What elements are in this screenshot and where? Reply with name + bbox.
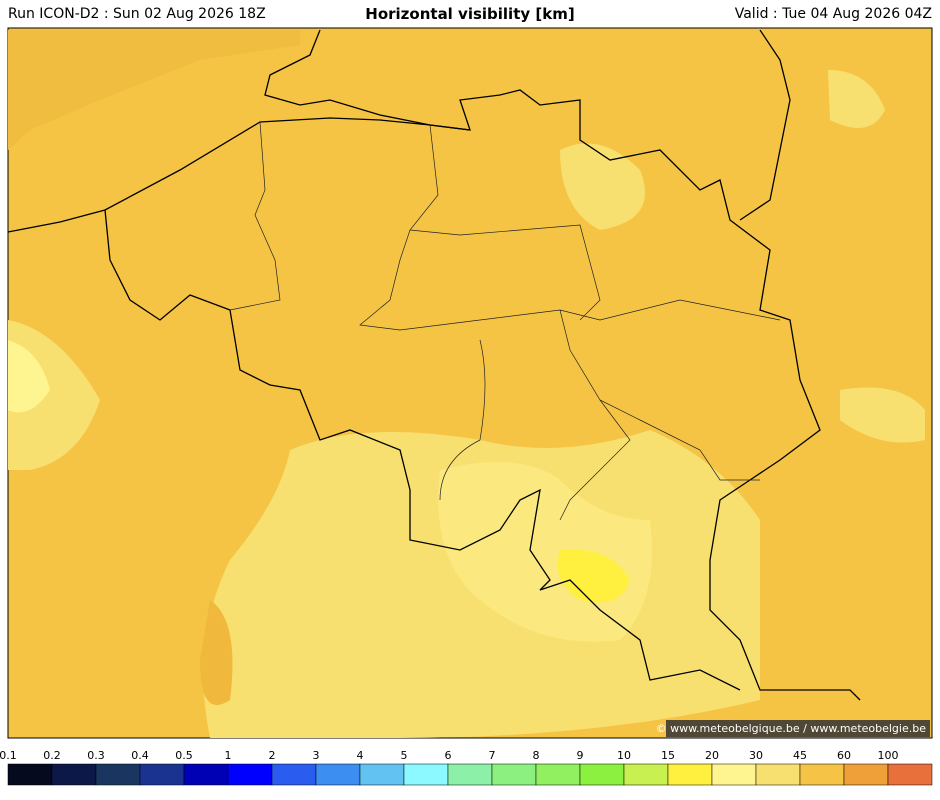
colorbar-label: 5 [401,749,408,762]
map-title: Horizontal visibility [km] [365,5,575,23]
colorbar-segment [799,763,845,786]
colorbar-segment [887,763,933,786]
colorbar-segment [51,763,97,786]
visibility-field [8,30,925,738]
colorbar-label: 0.1 [0,749,17,762]
colorbar-label: 100 [878,749,899,762]
colorbar-segment [183,763,229,786]
colorbar-label: 7 [489,749,496,762]
colorbar-segment [535,763,581,786]
colorbar-segment [667,763,713,786]
colorbar-segment [623,763,669,786]
colorbar-label: 45 [793,749,807,762]
colorbar-label: 0.3 [87,749,105,762]
colorbar-label: 10 [617,749,631,762]
colorbar-segment [271,763,317,786]
colorbar-segment [315,763,361,786]
colorbar-label: 60 [837,749,851,762]
colorbar-segment [447,763,493,786]
colorbar-segment [843,763,889,786]
colorbar-segment [7,763,53,786]
colorbar-segment [359,763,405,786]
colorbar-label: 15 [661,749,675,762]
colorbar-label: 0.2 [43,749,61,762]
colorbar-label: 6 [445,749,452,762]
provinces [229,121,781,521]
colorbar-label: 4 [357,749,364,762]
run-label: Run ICON-D2 : Sun 02 Aug 2026 18Z [8,6,266,22]
colorbar-segment [711,763,757,786]
colorbar-segment [755,763,801,786]
credit-box [666,720,930,737]
colorbar-label: 1 [225,749,232,762]
colorbar-label: 2 [269,749,276,762]
colorbar-label: 30 [749,749,763,762]
valid-label: Valid : Tue 04 Aug 2026 04Z [734,6,932,22]
colorbar-label: 9 [577,749,584,762]
colorbar-segment [95,763,141,786]
colorbar-label: 0.4 [131,749,149,762]
colorbar-segment [139,763,185,786]
colorbar-segment [227,763,273,786]
colorbar: 0.1 0.2 0.3 0.4 0.5 1 2 3 4 5 6 7 8 9 10 15 20 30 45 60 100 [0,749,933,786]
colorbar-label: 20 [705,749,719,762]
colorbar-label: 3 [313,749,320,762]
colorbar-segment [403,763,449,786]
colorbar-label: 0.5 [175,749,193,762]
credit: © www.meteobelgique.be / www.meteobelgie… [656,722,927,735]
colorbar-segment [491,763,537,786]
colorbar-segment [579,763,625,786]
colorbar-label: 8 [533,749,540,762]
